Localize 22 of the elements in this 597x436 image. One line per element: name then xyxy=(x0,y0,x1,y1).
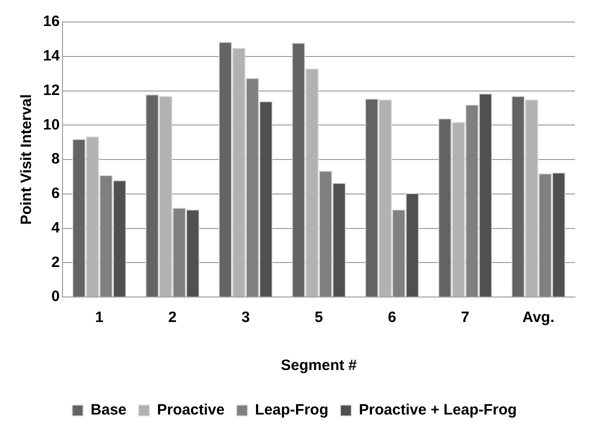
y-tick-label: 2 xyxy=(51,254,60,271)
x-tick-label: 6 xyxy=(388,309,396,326)
x-tick-label: 7 xyxy=(461,309,470,326)
x-tick-label: 1 xyxy=(95,309,104,326)
y-axis-title: Point Visit Interval xyxy=(18,94,36,225)
y-tick-label: 8 xyxy=(51,150,60,168)
x-axis-title: Segment # xyxy=(280,357,358,374)
x-tick-label: 5 xyxy=(314,309,324,326)
y-tick-label: 16 xyxy=(42,13,60,30)
y-tick-label: 12 xyxy=(42,82,60,99)
x-tick-label: 3 xyxy=(241,309,250,326)
x-tick-label: Avg. xyxy=(522,309,554,326)
y-tick-label: 0 xyxy=(51,288,60,306)
y-tick-label: 14 xyxy=(42,48,60,65)
y-tick-label: 4 xyxy=(51,219,60,236)
x-tick-label: 2 xyxy=(168,309,177,326)
legend-label: Proactive xyxy=(157,402,225,419)
y-tick-label: 6 xyxy=(51,185,60,202)
y-tick-label: 10 xyxy=(42,116,60,134)
legend-label: Leap-Frog xyxy=(255,402,328,419)
legend-label: Proactive + Leap-Frog xyxy=(358,402,517,419)
legend-label: Base xyxy=(90,402,127,419)
